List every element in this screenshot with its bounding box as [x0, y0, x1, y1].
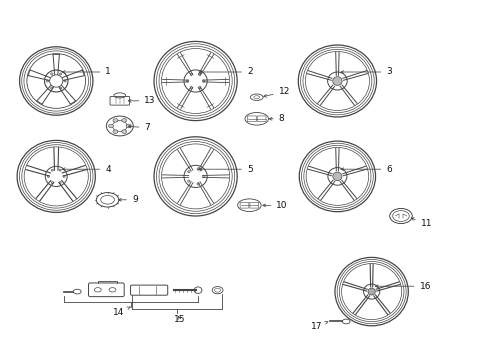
Ellipse shape [367, 288, 375, 295]
Ellipse shape [64, 80, 66, 82]
Ellipse shape [203, 175, 204, 177]
Ellipse shape [190, 73, 192, 75]
Ellipse shape [186, 80, 188, 82]
Ellipse shape [332, 172, 341, 181]
Text: 13: 13 [128, 96, 156, 105]
Ellipse shape [59, 169, 61, 171]
Ellipse shape [47, 175, 49, 177]
Ellipse shape [197, 168, 199, 170]
Ellipse shape [60, 73, 61, 75]
Ellipse shape [126, 124, 131, 128]
Ellipse shape [108, 124, 113, 128]
Text: 15: 15 [173, 315, 185, 324]
Text: 14: 14 [113, 307, 130, 317]
Ellipse shape [59, 182, 61, 184]
Ellipse shape [51, 182, 53, 184]
Ellipse shape [190, 87, 192, 89]
Ellipse shape [51, 169, 53, 171]
Text: 16: 16 [374, 282, 430, 291]
Ellipse shape [63, 175, 65, 177]
Ellipse shape [113, 118, 118, 122]
Ellipse shape [198, 73, 201, 75]
Ellipse shape [46, 80, 48, 82]
Ellipse shape [187, 171, 190, 173]
Ellipse shape [332, 77, 342, 85]
Text: 10: 10 [262, 202, 287, 210]
Text: 2: 2 [199, 68, 252, 77]
Text: 8: 8 [268, 114, 284, 123]
Text: 3: 3 [340, 68, 391, 77]
Ellipse shape [113, 130, 118, 134]
Text: 7: 7 [128, 123, 150, 132]
Text: 11: 11 [410, 218, 431, 228]
Ellipse shape [198, 87, 201, 89]
Text: 6: 6 [340, 165, 391, 174]
Text: 17: 17 [310, 321, 327, 331]
Ellipse shape [51, 87, 53, 89]
Ellipse shape [60, 87, 61, 89]
Ellipse shape [203, 80, 204, 82]
Text: 12: 12 [263, 87, 289, 97]
Ellipse shape [51, 73, 53, 75]
Text: 5: 5 [199, 165, 252, 174]
Ellipse shape [122, 118, 126, 122]
Ellipse shape [197, 183, 199, 185]
Text: 9: 9 [118, 195, 138, 204]
Text: 4: 4 [62, 165, 111, 174]
Ellipse shape [187, 180, 190, 182]
Text: 1: 1 [62, 68, 111, 77]
Ellipse shape [122, 130, 126, 134]
